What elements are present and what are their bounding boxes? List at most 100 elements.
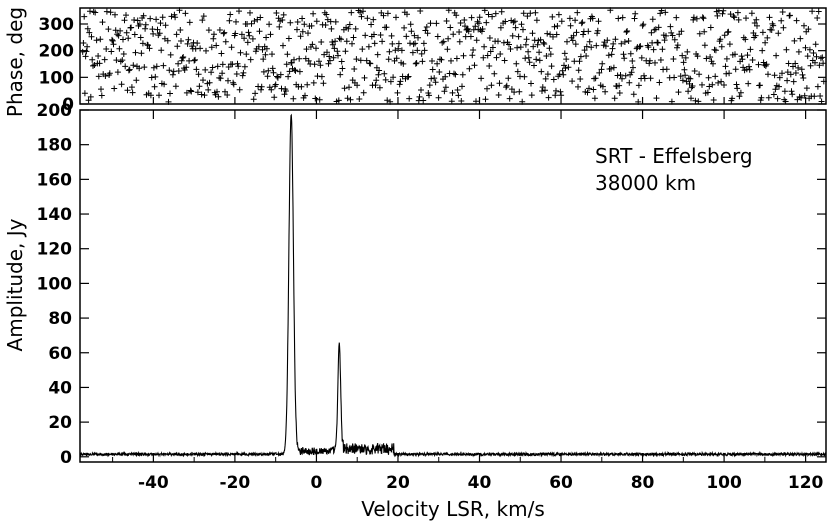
phase-point: [521, 73, 528, 80]
phase-point: [233, 18, 239, 25]
phase-point: [305, 57, 312, 64]
phase-point: [427, 20, 434, 27]
phase-point: [283, 61, 290, 68]
phase-point: [345, 25, 352, 32]
phase-point: [107, 9, 114, 16]
phase-point: [647, 75, 654, 82]
phase-point: [251, 18, 258, 24]
phase-point: [312, 95, 319, 102]
phase-point: [412, 60, 419, 67]
phase-point: [513, 60, 520, 67]
phase-point: [126, 66, 133, 73]
phase-point: [739, 56, 746, 63]
phase-point: [153, 63, 160, 70]
phase-point: [610, 64, 617, 71]
phase-point: [581, 47, 588, 54]
phase-point: [332, 38, 339, 45]
phase-point: [404, 74, 411, 81]
phase-point: [663, 66, 670, 73]
amplitude-x-tick-label: 80: [631, 473, 655, 493]
phase-point: [701, 42, 708, 49]
phase-point: [299, 28, 306, 35]
phase-point: [351, 66, 358, 72]
phase-point: [263, 45, 270, 52]
phase-point: [395, 40, 402, 47]
phase-point: [646, 60, 653, 67]
phase-point: [819, 54, 826, 61]
phase-y-axis-title: Phase, deg: [3, 7, 27, 117]
phase-point: [393, 14, 399, 21]
phase-point: [386, 48, 393, 55]
phase-point: [178, 38, 184, 44]
phase-point: [352, 25, 359, 32]
phase-point: [383, 24, 390, 31]
phase-point: [325, 60, 332, 67]
phase-point: [530, 43, 537, 50]
phase-point: [382, 76, 389, 83]
phase-panel: 0 100 200 300 Phase, deg: [3, 7, 827, 117]
phase-point: [648, 29, 655, 36]
phase-point: [608, 51, 615, 58]
phase-point: [625, 38, 632, 44]
phase-point: [304, 81, 311, 88]
amplitude-x-tick-label: 20: [386, 473, 410, 493]
phase-point: [457, 20, 464, 26]
phase-point: [201, 92, 208, 99]
phase-point: [120, 51, 127, 57]
phase-point: [229, 61, 236, 68]
phase-point: [515, 33, 522, 40]
phase-point: [407, 21, 414, 28]
phase-point: [186, 19, 193, 26]
phase-point: [543, 53, 550, 59]
phase-point: [681, 66, 688, 73]
phase-point: [438, 56, 445, 63]
phase-point: [779, 9, 786, 15]
phase-point: [537, 36, 544, 43]
phase-point: [203, 47, 209, 54]
phase-point: [590, 86, 597, 93]
phase-point: [450, 31, 457, 38]
phase-point: [583, 43, 590, 50]
phase-point: [294, 26, 300, 33]
phase-point: [415, 34, 421, 41]
phase-point: [503, 84, 510, 91]
phase-point: [270, 69, 277, 76]
phase-point: [571, 58, 578, 65]
phase-point: [608, 65, 614, 72]
phase-point: [187, 87, 194, 94]
phase-point: [781, 88, 788, 95]
phase-point: [359, 46, 366, 53]
phase-point: [85, 97, 92, 104]
phase-point: [109, 37, 116, 44]
phase-point: [157, 20, 164, 27]
phase-point: [695, 98, 702, 105]
phase-point: [208, 69, 215, 76]
phase-point: [615, 15, 622, 22]
annotation-baseline-name: SRT - Effelsberg: [595, 144, 753, 168]
phase-point: [783, 46, 790, 53]
phase-point: [755, 61, 762, 68]
phase-points: [79, 7, 827, 105]
phase-point: [746, 63, 752, 70]
amplitude-spectrum-line: [79, 113, 827, 458]
phase-point: [327, 18, 334, 25]
phase-point: [687, 75, 694, 82]
phase-point: [525, 54, 532, 61]
phase-point: [285, 73, 292, 80]
phase-point: [816, 62, 823, 69]
phase-point: [371, 40, 378, 47]
phase-point: [712, 47, 719, 54]
phase-point: [653, 95, 660, 102]
phase-point: [188, 88, 195, 95]
phase-point: [536, 57, 543, 64]
phase-point: [684, 48, 691, 55]
phase-point: [208, 44, 215, 51]
phase-point: [142, 25, 149, 32]
phase-point: [762, 39, 769, 46]
phase-point: [137, 34, 144, 41]
phase-point: [765, 71, 771, 78]
phase-point: [299, 15, 306, 22]
phase-point: [462, 23, 468, 30]
phase-point: [145, 42, 151, 49]
phase-point: [371, 31, 377, 38]
